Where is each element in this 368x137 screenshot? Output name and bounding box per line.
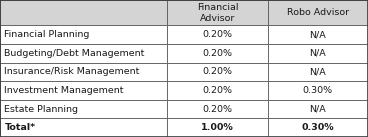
Text: Financial Planning: Financial Planning xyxy=(4,30,90,39)
Text: N/A: N/A xyxy=(309,105,326,114)
Text: Total*: Total* xyxy=(4,123,36,132)
Text: 0.20%: 0.20% xyxy=(202,105,233,114)
Bar xyxy=(167,63,268,81)
Text: 0.20%: 0.20% xyxy=(202,30,233,39)
Text: N/A: N/A xyxy=(309,49,326,58)
Text: N/A: N/A xyxy=(309,67,326,76)
Bar xyxy=(167,0,268,25)
Bar xyxy=(0,100,167,118)
Bar xyxy=(0,0,167,25)
Bar xyxy=(0,118,167,137)
Bar xyxy=(167,118,268,137)
Bar xyxy=(268,63,368,81)
Bar xyxy=(268,25,368,44)
Text: 0.30%: 0.30% xyxy=(303,86,333,95)
Bar xyxy=(167,25,268,44)
Bar xyxy=(0,25,167,44)
Text: Robo Advisor: Robo Advisor xyxy=(287,8,349,17)
Bar xyxy=(268,118,368,137)
Text: Insurance/Risk Management: Insurance/Risk Management xyxy=(4,67,140,76)
Text: 0.30%: 0.30% xyxy=(301,123,334,132)
Text: Investment Management: Investment Management xyxy=(4,86,124,95)
Text: 1.00%: 1.00% xyxy=(201,123,234,132)
Bar xyxy=(268,44,368,63)
Text: 0.20%: 0.20% xyxy=(202,67,233,76)
Text: Financial
Advisor: Financial Advisor xyxy=(197,3,238,23)
Bar xyxy=(268,81,368,100)
Text: 0.20%: 0.20% xyxy=(202,86,233,95)
Text: Budgeting/Debt Management: Budgeting/Debt Management xyxy=(4,49,145,58)
Bar xyxy=(0,63,167,81)
Bar xyxy=(0,81,167,100)
Bar xyxy=(167,81,268,100)
Text: N/A: N/A xyxy=(309,30,326,39)
Bar xyxy=(167,44,268,63)
Text: Estate Planning: Estate Planning xyxy=(4,105,78,114)
Bar xyxy=(167,100,268,118)
Bar xyxy=(268,100,368,118)
Bar xyxy=(268,0,368,25)
Bar xyxy=(0,44,167,63)
Text: 0.20%: 0.20% xyxy=(202,49,233,58)
